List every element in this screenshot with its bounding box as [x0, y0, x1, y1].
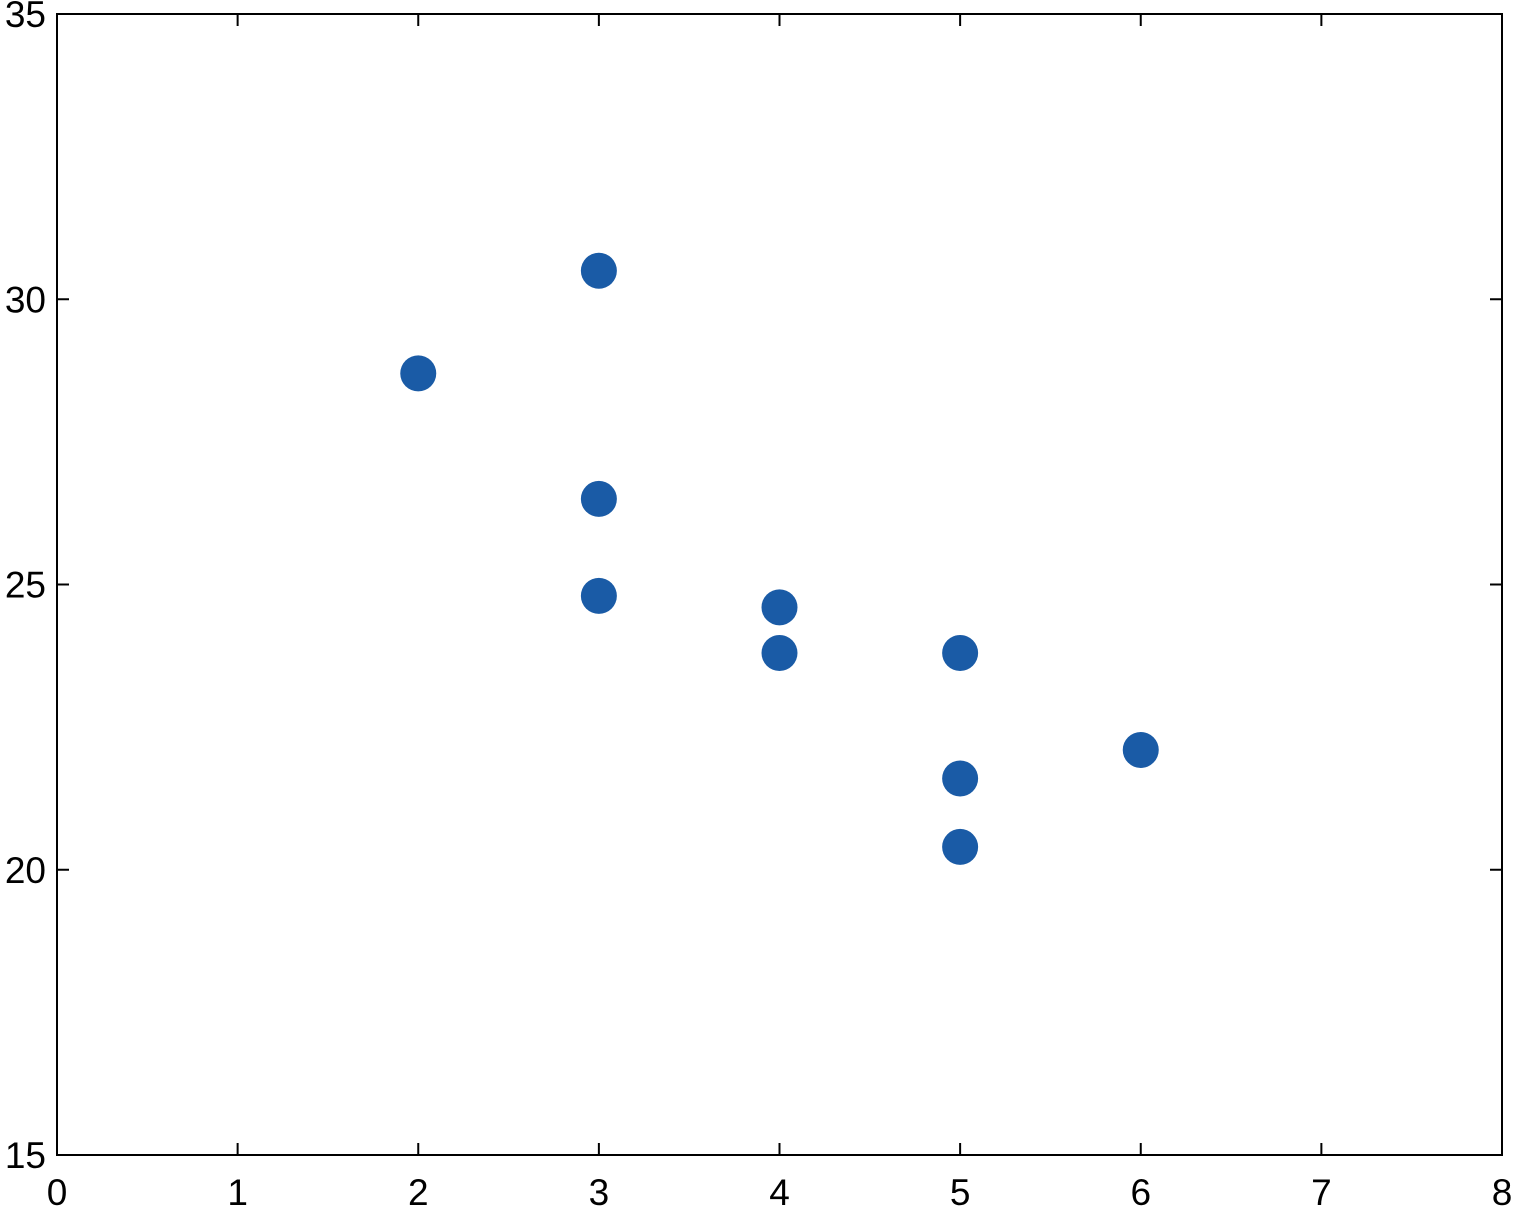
y-tick-labels: 15 20 25 30 35 [5, 0, 46, 1176]
x-tick-label: 0 [47, 1172, 68, 1207]
x-tick-labels: 0 1 2 3 4 5 6 7 8 [47, 1172, 1513, 1207]
data-point [580, 252, 617, 289]
data-point [761, 634, 798, 671]
y-tick-label: 30 [5, 279, 46, 320]
plot-frame [56, 13, 1503, 1156]
data-point [580, 577, 617, 614]
x-tick-label: 4 [769, 1172, 790, 1207]
data-point [942, 828, 979, 865]
y-tick-label: 15 [5, 1135, 46, 1176]
data-point [942, 760, 979, 797]
x-tick-label: 7 [1311, 1172, 1332, 1207]
x-tick-label: 6 [1130, 1172, 1151, 1207]
data-point [1122, 731, 1159, 768]
y-tick-label: 35 [5, 0, 46, 35]
data-points [400, 252, 1159, 865]
x-tick-label: 1 [227, 1172, 248, 1207]
x-tick-label: 2 [408, 1172, 429, 1207]
x-tick-label: 3 [589, 1172, 610, 1207]
y-tick-label: 20 [5, 850, 46, 891]
data-point [400, 355, 437, 392]
x-tick-label: 5 [950, 1172, 971, 1207]
data-point [761, 589, 798, 626]
ticks [56, 13, 1503, 1156]
data-point [942, 634, 979, 671]
x-tick-label: 8 [1492, 1172, 1513, 1207]
y-tick-label: 25 [5, 565, 46, 606]
data-point [580, 480, 617, 517]
